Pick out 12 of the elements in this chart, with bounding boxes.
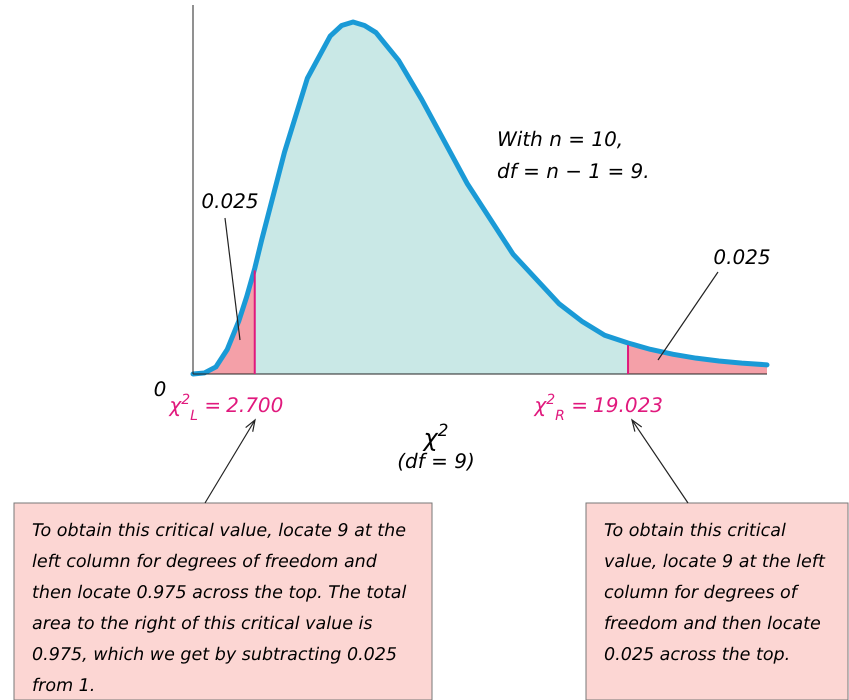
annotation: With n = 10, [497, 127, 624, 151]
x-tick-label: 2.700 [226, 393, 284, 417]
x-tick-label: 19.023 [593, 393, 664, 417]
text: To obtain this critical value, locate 9 at the left column for degrees of freedom and then locate 0.025 across the top. [604, 521, 826, 665]
annotation: 0.025 [713, 245, 771, 269]
text: χ$^{2}$$_{R}$ = [533, 392, 588, 424]
annotation: 0.025 [201, 189, 259, 213]
text: To obtain this critical value, locate 9 at the left column for degrees of freedom and then locate 0.975 across the top. The total area to the right of this critical value is 0.975, which we get by subtracting 0.025 from 1. [32, 521, 407, 696]
text: 0 [154, 377, 166, 401]
x-axis-title: χ$^{2}$ [422, 420, 448, 452]
text: χ$^{2}$$_{L}$ = [168, 392, 222, 424]
annotation: df = n − 1 = 9. [497, 159, 650, 183]
